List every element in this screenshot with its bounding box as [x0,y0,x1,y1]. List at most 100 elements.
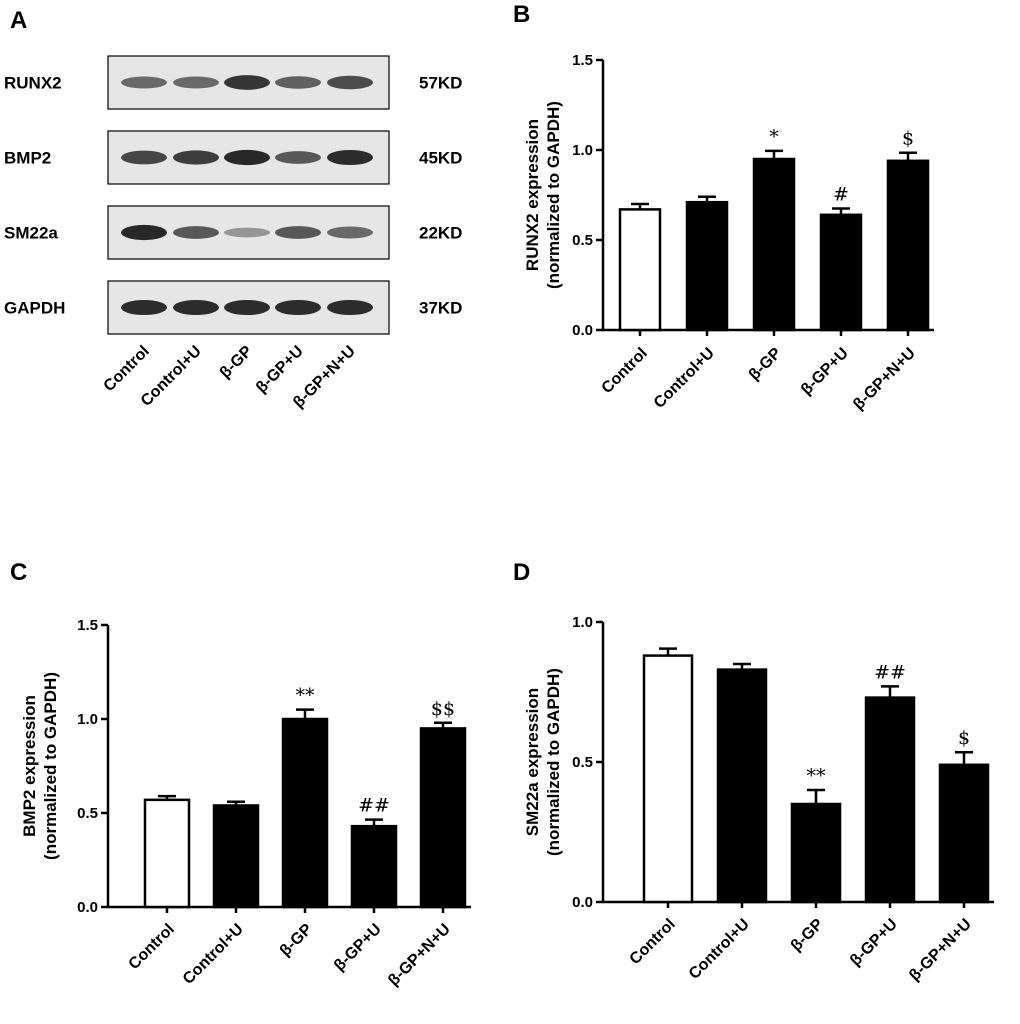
bar-group-control: Control [126,794,191,973]
blot-band [275,299,321,316]
bar-group-control-plus-u: Control+U [651,195,729,412]
y-axis-label-line2: (normalized to GAPDH) [544,101,563,289]
bar [685,200,729,332]
y-axis-label: SM22a expression (normalized to GAPDH) [523,668,563,856]
blot-band [275,76,321,89]
bar-group-beta-gp-plus-u: ## β-GP+U [331,795,398,975]
bar [642,654,694,904]
y-tick-label: 0.0 [572,322,593,339]
y-axis-label-line2: (normalized to GAPDH) [41,672,60,860]
panel-c-chart: C 0.0 0.5 1.0 1.5 BMP2 expression (normalized … [10,559,471,989]
bar-group-beta-gp: * β-GP [746,126,796,384]
y-axis-label-line1: RUNX2 expression [523,119,542,271]
significance-marker: $ [958,727,970,749]
significance-marker: * [769,126,779,148]
y-tick-label: 0.5 [77,805,98,822]
bar-group-beta-gp: ** β-GP [277,685,329,960]
bar [350,824,398,909]
panel-letter-c: C [10,559,27,586]
x-tick-label: β-GP [277,921,316,960]
y-tick-label: 0.5 [572,754,593,771]
lane-label-control: Control [101,343,153,395]
panel-b-chart: B 0.0 0.5 1.0 1.5 RUNX2 expression (normalized… [513,1,934,413]
lane-label-beta-gp: β-GP [217,343,256,382]
bar [212,804,260,909]
x-tick-label: β-GP+N+U [850,345,919,414]
blot-band [121,150,167,165]
x-tick-label: β-GP+U [331,921,385,975]
significance-marker: ## [874,661,906,683]
bar [886,159,930,332]
bar-group-beta-gp-plus-u: ## β-GP+U [847,661,916,970]
bar [938,763,990,904]
blot-row-runx2: RUNX2 57KD [4,55,462,110]
significance-marker: # [833,184,849,206]
significance-marker: ## [358,795,390,817]
blot-row-bmp2: BMP2 45KD [4,130,462,185]
x-tick-label: Control [599,345,651,397]
y-tick-label: 1.0 [77,711,98,728]
x-tick-label: Control+U [651,345,718,412]
panel-letter-d: D [513,559,530,586]
y-axis-label-line2: (normalized to GAPDH) [544,668,563,856]
x-tick-label: Control [627,916,679,968]
y-tick-label: 1.0 [572,614,593,631]
blot-protein-label: BMP2 [4,149,51,168]
bar [419,727,467,909]
bar [864,696,916,904]
y-axis-label: BMP2 expression (normalized to GAPDH) [20,672,60,860]
y-tick-label: 0.5 [572,232,593,249]
y-axis-label: RUNX2 expression (normalized to GAPDH) [523,101,563,289]
blot-band [173,299,219,316]
x-tick-label: β-GP+U [847,916,901,970]
lane-label-beta-gp-plus-u: β-GP+U [253,343,307,397]
panel-a-western-blot: A RUNX2 57KD BMP2 45KD SM22a 22KD GAPDH 37KD Cont… [4,7,462,411]
bar-group-control: Control [599,202,662,397]
blot-size-label: 45KD [419,149,462,168]
blot-protein-label: GAPDH [4,299,65,318]
blot-band [224,227,270,238]
significance-marker: $ [902,128,914,150]
panel-letter-b: B [513,1,530,28]
x-tick-label: Control [126,921,178,973]
y-tick-label: 1.5 [77,617,98,634]
bar [790,802,842,904]
bar-group-beta-gp: ** β-GP [788,765,842,955]
bar [819,213,863,332]
bar [143,798,191,909]
bar-group-control: Control [627,647,694,968]
y-axis-label-line1: SM22a expression [523,688,542,836]
blot-band [327,299,373,316]
blot-band [121,224,167,241]
blot-band [327,226,373,239]
blot-band [121,299,167,316]
blot-band [173,76,219,89]
panel-d-chart: D 0.0 0.5 1.0 SM22a expression (normalized to… [513,559,994,984]
significance-marker: ** [807,765,827,787]
blot-band [327,75,373,90]
significance-marker: $$ [431,698,455,720]
blot-size-label: 57KD [419,74,462,93]
blot-protein-label: SM22a [4,224,58,243]
bar-group-control-plus-u: Control+U [686,662,768,983]
blot-band [121,76,167,89]
bar [281,717,329,909]
blot-size-label: 22KD [419,224,462,243]
y-tick-label: 1.5 [572,52,593,69]
significance-marker: ** [296,685,316,707]
x-tick-label: Control+U [180,921,247,988]
blot-band [327,149,373,166]
blot-band [173,226,219,239]
x-tick-label: Control+U [686,916,753,983]
blot-band [224,149,270,166]
bar-group-beta-gp-plus-n-plus-u: $ β-GP+N+U [906,727,990,985]
blot-band [173,150,219,165]
bar [618,208,662,332]
blot-size-label: 37KD [419,299,462,318]
blot-band [275,151,321,164]
x-tick-label: β-GP+N+U [906,916,975,985]
bar-group-control-plus-u: Control+U [180,800,260,988]
x-tick-label: β-GP+N+U [385,921,454,990]
